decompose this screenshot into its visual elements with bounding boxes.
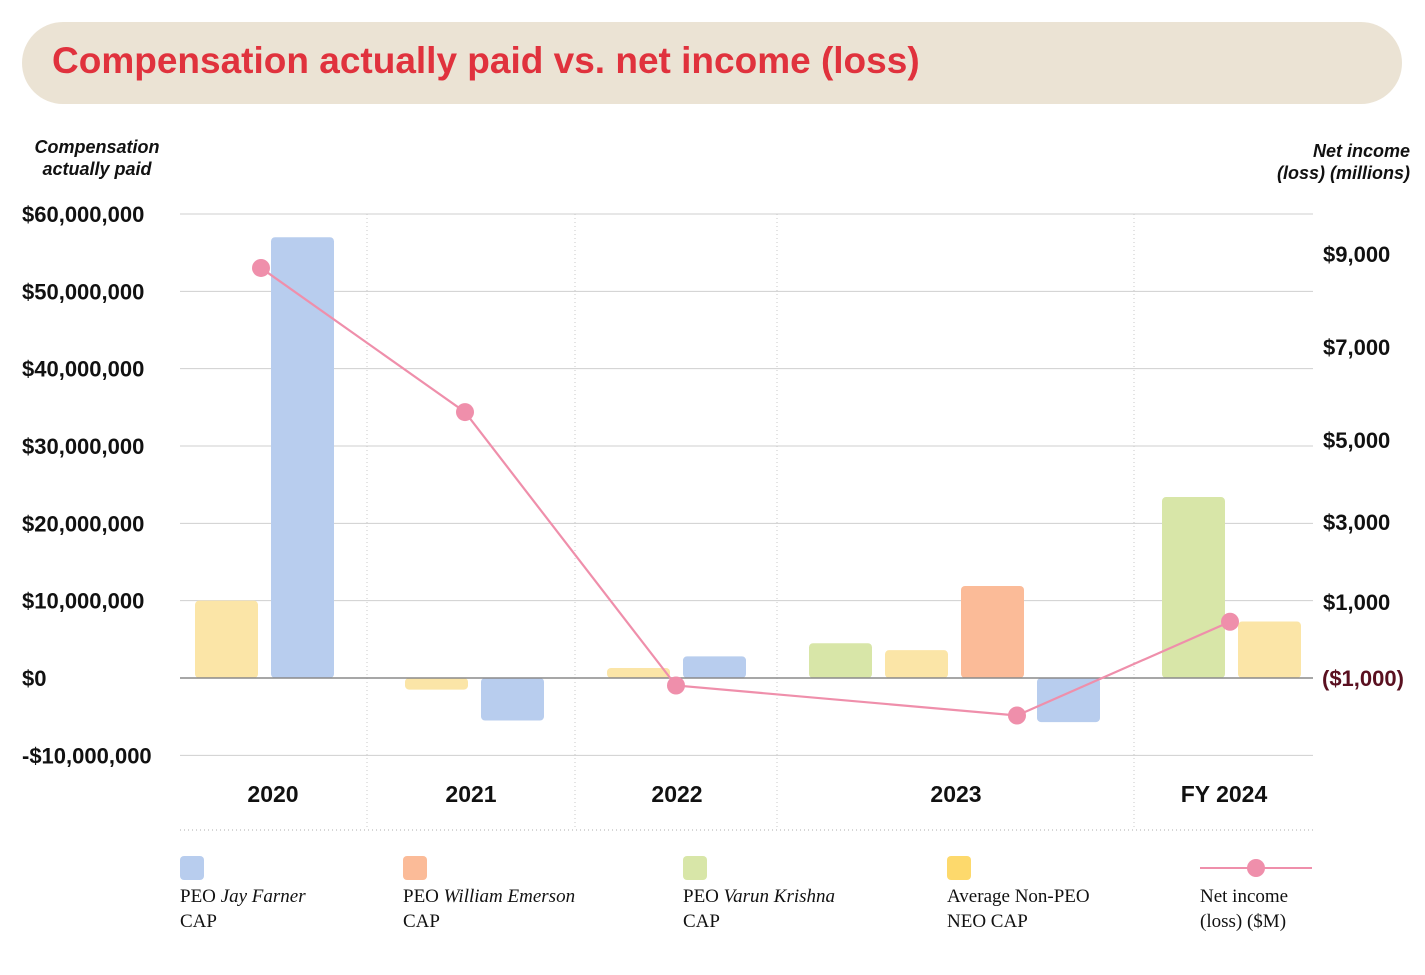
legend-label-prefix: PEO <box>403 886 444 907</box>
right-axis-tick-label: $1,000 <box>1323 590 1390 615</box>
bar <box>405 678 468 690</box>
left-axis-tick-label: $10,000,000 <box>22 589 144 614</box>
chart-title: Compensation actually paid vs. net incom… <box>52 40 920 81</box>
legend-swatch-peo-varun-krishna <box>683 856 707 880</box>
net-income-point <box>456 403 474 422</box>
legend-label-line2: NEO CAP <box>947 911 1028 932</box>
legend-item-peo-jay-farner: PEO Jay Farner CAP <box>180 856 306 934</box>
net-income-point <box>1221 612 1239 631</box>
left-axis-tick-label: $30,000,000 <box>22 434 144 459</box>
legend-label-line2: CAP <box>403 911 440 932</box>
left-axis-title-line1: Compensation <box>34 137 160 157</box>
left-axis-title-line2: actually paid <box>42 159 152 179</box>
bar <box>271 237 334 678</box>
legend-item-average-non-peo: Average Non-PEO NEO CAP <box>947 856 1090 934</box>
bar <box>195 600 258 678</box>
bar <box>683 656 746 678</box>
bar <box>885 650 948 678</box>
category-label: 2021 <box>445 781 496 807</box>
legend-label-prefix: PEO <box>180 886 221 907</box>
net-income-point <box>1008 706 1026 725</box>
legend-label-prefix: Net income <box>1200 886 1289 907</box>
legend-label-line2: CAP <box>180 911 217 932</box>
category-label: 2020 <box>247 781 298 807</box>
legend-item-net-income: Net income (loss) ($M) <box>1200 856 1312 934</box>
legend-swatch-peo-jay-farner <box>180 856 204 880</box>
right-axis-title-line1: Net income <box>1312 141 1410 161</box>
legend-line-net-income <box>1200 856 1312 880</box>
legend-label-name: Varun Krishna <box>723 886 836 907</box>
right-axis-tick-label: $7,000 <box>1323 335 1390 360</box>
left-axis-tick-label: $0 <box>22 666 46 691</box>
category-label: 2023 <box>930 781 981 807</box>
left-axis-tick-label: $20,000,000 <box>22 511 144 536</box>
left-axis-tick-label: $40,000,000 <box>22 357 144 382</box>
legend-label-line2: (loss) ($M) <box>1200 911 1287 932</box>
legend-item-peo-william-emerson: PEO William Emerson CAP <box>403 856 575 934</box>
net-income-point <box>252 258 270 277</box>
legend-label-name: William Emerson <box>443 886 576 907</box>
bar <box>607 667 670 678</box>
right-axis-tick-label: ($1,000) <box>1322 666 1404 691</box>
net-income-line <box>260 267 1231 717</box>
left-axis-title: Compensation actually paid <box>22 136 172 180</box>
legend-swatch-peo-william-emerson <box>403 856 427 880</box>
legend-label-name: Jay Farner <box>220 886 306 907</box>
legend-swatch-average-non-peo <box>947 856 971 880</box>
left-axis-tick-label: -$10,000,000 <box>22 743 152 768</box>
bar <box>1162 497 1225 678</box>
category-label: FY 2024 <box>1181 781 1268 807</box>
bar <box>961 585 1024 678</box>
category-label: 2022 <box>651 781 702 807</box>
right-axis-title-line2: (loss) (millions) <box>1276 163 1410 183</box>
right-axis-title: Net income (loss) (millions) <box>1240 140 1410 184</box>
right-axis-tick-label: $3,000 <box>1323 510 1390 535</box>
right-axis-tick-label: $5,000 <box>1323 428 1390 453</box>
legend-item-peo-varun-krishna: PEO Varun Krishna CAP <box>683 856 835 934</box>
legend-label-prefix: Average Non-PEO <box>947 886 1090 907</box>
bar <box>481 678 544 721</box>
left-axis-tick-label: $60,000,000 <box>22 202 144 227</box>
bar <box>1037 678 1100 723</box>
right-axis-tick-label: $9,000 <box>1323 242 1390 267</box>
bar <box>1238 621 1301 678</box>
title-banner: Compensation actually paid vs. net incom… <box>22 22 1402 104</box>
bar <box>809 643 872 678</box>
legend-label-line2: CAP <box>683 911 720 932</box>
legend-label-prefix: PEO <box>683 886 724 907</box>
left-axis-tick-label: $50,000,000 <box>22 279 144 304</box>
net-income-point <box>667 676 685 695</box>
